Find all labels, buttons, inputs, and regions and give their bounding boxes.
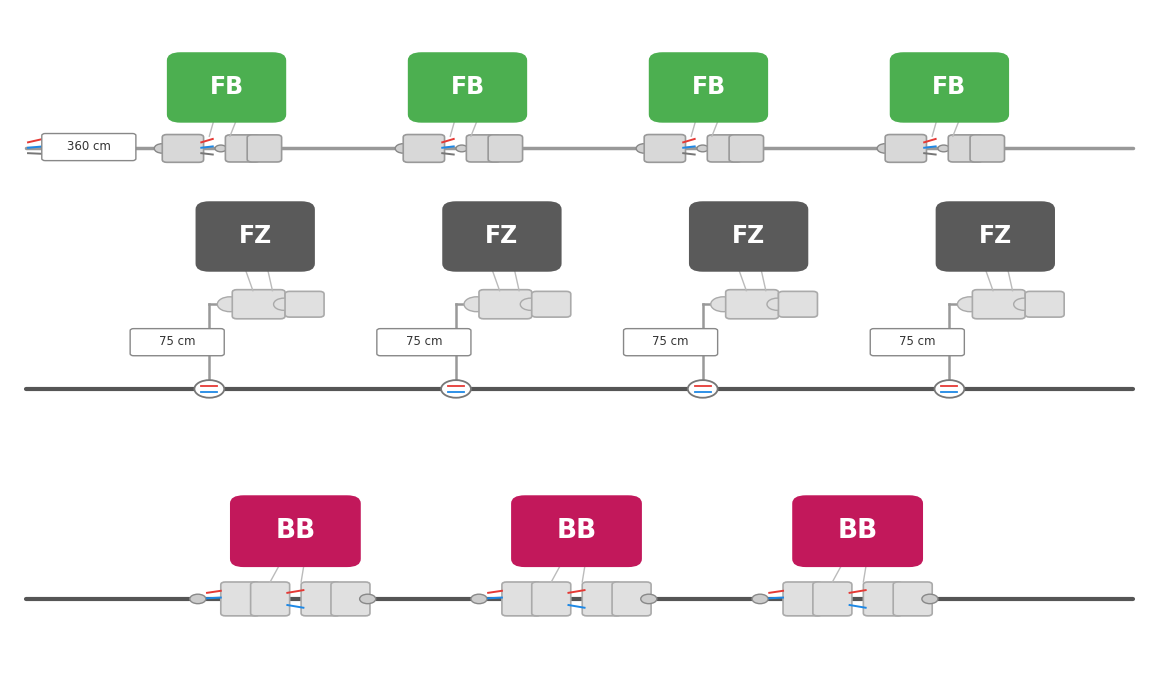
Circle shape	[922, 594, 937, 604]
FancyBboxPatch shape	[948, 135, 982, 162]
Circle shape	[934, 380, 964, 398]
FancyBboxPatch shape	[229, 495, 361, 567]
FancyBboxPatch shape	[167, 52, 286, 123]
FancyBboxPatch shape	[935, 201, 1055, 272]
Circle shape	[216, 145, 226, 152]
Circle shape	[395, 143, 412, 153]
FancyBboxPatch shape	[729, 135, 763, 162]
Text: FZ: FZ	[239, 225, 272, 249]
Text: 75 cm: 75 cm	[899, 335, 935, 348]
FancyBboxPatch shape	[886, 135, 927, 163]
FancyBboxPatch shape	[532, 582, 571, 616]
FancyBboxPatch shape	[443, 201, 562, 272]
Text: FB: FB	[692, 75, 725, 100]
Circle shape	[218, 297, 242, 311]
Text: FZ: FZ	[485, 225, 519, 249]
FancyBboxPatch shape	[532, 292, 571, 317]
Circle shape	[273, 298, 294, 310]
Circle shape	[696, 145, 708, 152]
FancyBboxPatch shape	[163, 135, 204, 163]
Circle shape	[520, 298, 541, 310]
Text: FB: FB	[933, 75, 966, 100]
Text: 75 cm: 75 cm	[406, 335, 442, 348]
FancyBboxPatch shape	[645, 135, 686, 163]
Circle shape	[710, 297, 736, 311]
Circle shape	[360, 594, 376, 604]
Circle shape	[155, 143, 171, 153]
FancyBboxPatch shape	[225, 135, 259, 162]
FancyBboxPatch shape	[42, 133, 136, 161]
FancyBboxPatch shape	[285, 292, 324, 317]
Circle shape	[767, 298, 787, 310]
Circle shape	[752, 594, 768, 604]
FancyBboxPatch shape	[502, 582, 541, 616]
Text: 75 cm: 75 cm	[159, 335, 196, 348]
Text: FB: FB	[451, 75, 484, 100]
Text: BB: BB	[276, 518, 316, 544]
FancyBboxPatch shape	[972, 290, 1025, 319]
FancyBboxPatch shape	[649, 52, 768, 123]
Circle shape	[195, 380, 224, 398]
FancyBboxPatch shape	[970, 135, 1004, 162]
FancyBboxPatch shape	[250, 582, 289, 616]
FancyBboxPatch shape	[725, 290, 778, 319]
FancyBboxPatch shape	[894, 582, 933, 616]
Circle shape	[470, 594, 487, 604]
Circle shape	[957, 297, 982, 311]
FancyBboxPatch shape	[871, 329, 964, 356]
FancyBboxPatch shape	[813, 582, 852, 616]
FancyBboxPatch shape	[582, 582, 621, 616]
FancyBboxPatch shape	[511, 495, 642, 567]
Circle shape	[457, 145, 467, 152]
Text: FZ: FZ	[979, 225, 1012, 249]
Circle shape	[442, 380, 470, 398]
FancyBboxPatch shape	[196, 201, 315, 272]
Circle shape	[190, 594, 206, 604]
Circle shape	[1013, 298, 1034, 310]
Circle shape	[641, 594, 657, 604]
FancyBboxPatch shape	[466, 135, 500, 162]
Text: 75 cm: 75 cm	[653, 335, 688, 348]
Text: BB: BB	[837, 518, 877, 544]
FancyBboxPatch shape	[612, 582, 651, 616]
FancyBboxPatch shape	[377, 329, 470, 356]
FancyBboxPatch shape	[1025, 292, 1064, 317]
FancyBboxPatch shape	[783, 582, 822, 616]
FancyBboxPatch shape	[408, 52, 527, 123]
Text: 360 cm: 360 cm	[67, 140, 111, 153]
FancyBboxPatch shape	[707, 135, 741, 162]
Circle shape	[636, 143, 653, 153]
FancyBboxPatch shape	[792, 495, 924, 567]
FancyBboxPatch shape	[331, 582, 370, 616]
Text: FZ: FZ	[732, 225, 766, 249]
FancyBboxPatch shape	[232, 290, 285, 319]
Text: BB: BB	[557, 518, 596, 544]
Circle shape	[937, 145, 949, 152]
FancyBboxPatch shape	[864, 582, 903, 616]
Circle shape	[464, 297, 489, 311]
FancyBboxPatch shape	[220, 582, 259, 616]
FancyBboxPatch shape	[689, 201, 808, 272]
FancyBboxPatch shape	[488, 135, 522, 162]
FancyBboxPatch shape	[778, 292, 817, 317]
Text: FB: FB	[210, 75, 243, 100]
FancyBboxPatch shape	[301, 582, 340, 616]
FancyBboxPatch shape	[404, 135, 445, 163]
Circle shape	[688, 380, 717, 398]
FancyBboxPatch shape	[130, 329, 224, 356]
Circle shape	[877, 143, 894, 153]
FancyBboxPatch shape	[247, 135, 281, 162]
FancyBboxPatch shape	[624, 329, 717, 356]
FancyBboxPatch shape	[890, 52, 1009, 123]
FancyBboxPatch shape	[478, 290, 532, 319]
